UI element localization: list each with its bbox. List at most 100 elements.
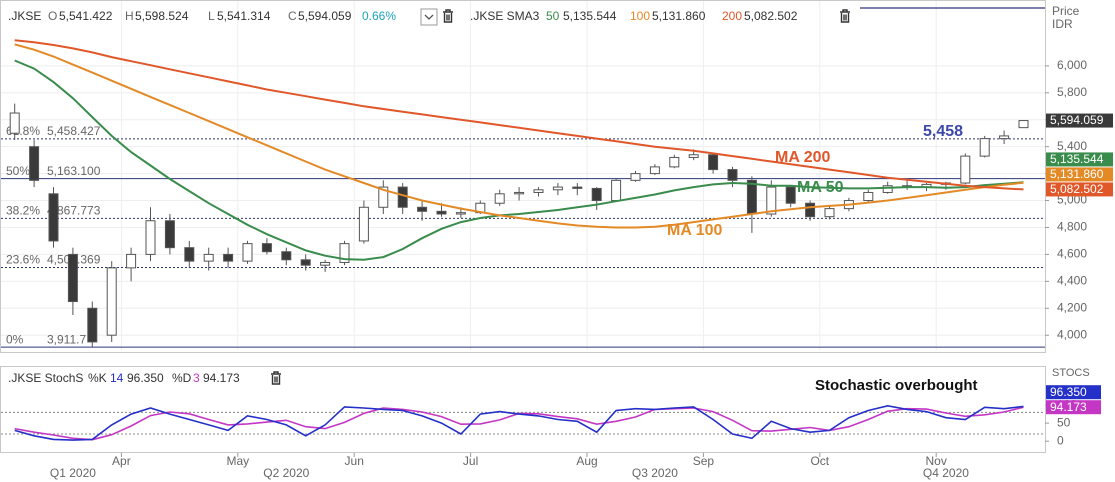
y-tick-label: 5,800 xyxy=(1057,85,1087,99)
candle-body xyxy=(572,186,583,189)
value-tag-label: 96.350 xyxy=(1050,385,1087,399)
fib-level-value: 5,458.427 xyxy=(47,124,101,138)
ma50-value: 5,135.544 xyxy=(563,9,617,23)
value-tag xyxy=(1046,400,1101,415)
candle-body xyxy=(863,191,874,202)
value-tag xyxy=(1046,182,1113,197)
candle-body xyxy=(882,185,893,193)
quarter-label: Q3 2020 xyxy=(632,466,678,480)
fib-level-value: 5,163.100 xyxy=(47,164,101,178)
candle-body xyxy=(184,247,195,262)
y-tick-label: 4,000 xyxy=(1057,327,1087,341)
candle-body xyxy=(300,259,311,266)
candle-body xyxy=(29,146,40,181)
dropdown-chevron[interactable] xyxy=(424,14,434,20)
y-tick-label: 5,400 xyxy=(1057,139,1087,153)
dropdown-button[interactable] xyxy=(420,8,438,26)
candle-body xyxy=(552,186,563,191)
fib-level-name: 50% xyxy=(6,164,30,178)
candle-body xyxy=(688,154,699,158)
high-value: 5,598.524 xyxy=(135,9,189,23)
quarter-label: Q1 2020 xyxy=(50,466,96,480)
stoch-d-period: 3 xyxy=(193,371,200,385)
candle-body xyxy=(417,206,428,212)
stoch-d-name: %D xyxy=(172,371,192,385)
candle-body xyxy=(746,179,757,215)
delete-button[interactable] xyxy=(443,9,453,23)
y-tick-label: 6,000 xyxy=(1057,58,1087,72)
candle-body xyxy=(126,253,137,269)
candle-body xyxy=(358,206,369,242)
value-tag-label: 5,135.544 xyxy=(1050,152,1104,166)
trash-icon[interactable] xyxy=(840,9,850,23)
candle-body xyxy=(223,253,234,262)
value-tag-label: 94.173 xyxy=(1050,400,1087,414)
candle-body xyxy=(630,173,641,181)
stochastic-line xyxy=(14,404,1024,441)
y-tick-label: 4,800 xyxy=(1057,220,1087,234)
low-letter: L xyxy=(208,9,215,23)
stoch-k-period: 14 xyxy=(110,371,124,385)
y-tick-label: 4,200 xyxy=(1057,300,1087,314)
series-label: MA 50 xyxy=(797,179,844,196)
stoch-axis-title: STOCS xyxy=(1052,367,1090,379)
plot-frame xyxy=(0,0,1046,353)
value-tag-label: 5,594.059 xyxy=(1050,113,1104,127)
open-letter: O xyxy=(48,9,57,23)
moving-average-line xyxy=(14,59,1024,261)
candle-body xyxy=(708,154,719,171)
annotation: 5,458 xyxy=(923,123,963,140)
trash-icon[interactable] xyxy=(271,371,281,385)
candle-body xyxy=(514,191,525,195)
candle-body xyxy=(494,193,505,204)
moving-average-line xyxy=(14,43,1024,229)
ma200-period: 200 xyxy=(722,9,742,23)
candle-body xyxy=(669,156,680,168)
candle-body xyxy=(979,138,990,157)
fib-level-name: 23.6% xyxy=(6,253,40,267)
ma100-period: 100 xyxy=(630,9,650,23)
candle-body xyxy=(339,243,350,263)
value-tag xyxy=(1046,152,1113,167)
symbol: .JKSE xyxy=(8,9,41,23)
open-value: 5,541.422 xyxy=(59,9,113,23)
candle-body xyxy=(203,253,214,262)
fib-level-value: 4,867.773 xyxy=(47,204,101,218)
quarter-label: Q2 2020 xyxy=(263,466,309,480)
delete-button[interactable] xyxy=(840,9,850,23)
change: 0.66% xyxy=(362,9,396,23)
quarter-label: Q4 2020 xyxy=(923,466,969,480)
trash-icon[interactable] xyxy=(443,9,453,23)
candle-body xyxy=(242,243,253,262)
delete-button[interactable] xyxy=(271,371,281,385)
value-tag xyxy=(1046,113,1113,128)
x-tick-label: Sep xyxy=(693,454,715,468)
moving-average-line xyxy=(14,39,1024,191)
candle-body xyxy=(533,189,544,193)
dropdown-box[interactable] xyxy=(420,8,438,26)
y-tick-label: 4,400 xyxy=(1057,274,1087,288)
value-tag-label: 5,082.502 xyxy=(1050,182,1104,196)
fib-level-value: 3,911.7 xyxy=(47,332,86,346)
candle-body xyxy=(106,267,117,336)
x-tick-label: Nov xyxy=(926,454,947,468)
stoch-k-name: %K xyxy=(88,371,107,385)
series-label: MA 100 xyxy=(667,222,723,239)
candle-body xyxy=(999,135,1010,140)
value-tag xyxy=(1046,167,1113,182)
candle-body xyxy=(591,187,602,202)
x-tick-label: Jul xyxy=(463,454,478,468)
stoch-d-value: 94.173 xyxy=(203,371,240,385)
panel-frame xyxy=(0,366,1046,453)
x-tick-label: Apr xyxy=(112,454,131,468)
candle-body xyxy=(67,253,78,303)
stoch-study: .JKSE StochS xyxy=(8,371,83,385)
x-tick-label: Aug xyxy=(576,454,597,468)
candle-body xyxy=(9,112,20,134)
candle-body xyxy=(766,186,777,215)
x-tick-label: Jun xyxy=(345,454,364,468)
value-tag-label: 5,131.860 xyxy=(1050,167,1104,181)
